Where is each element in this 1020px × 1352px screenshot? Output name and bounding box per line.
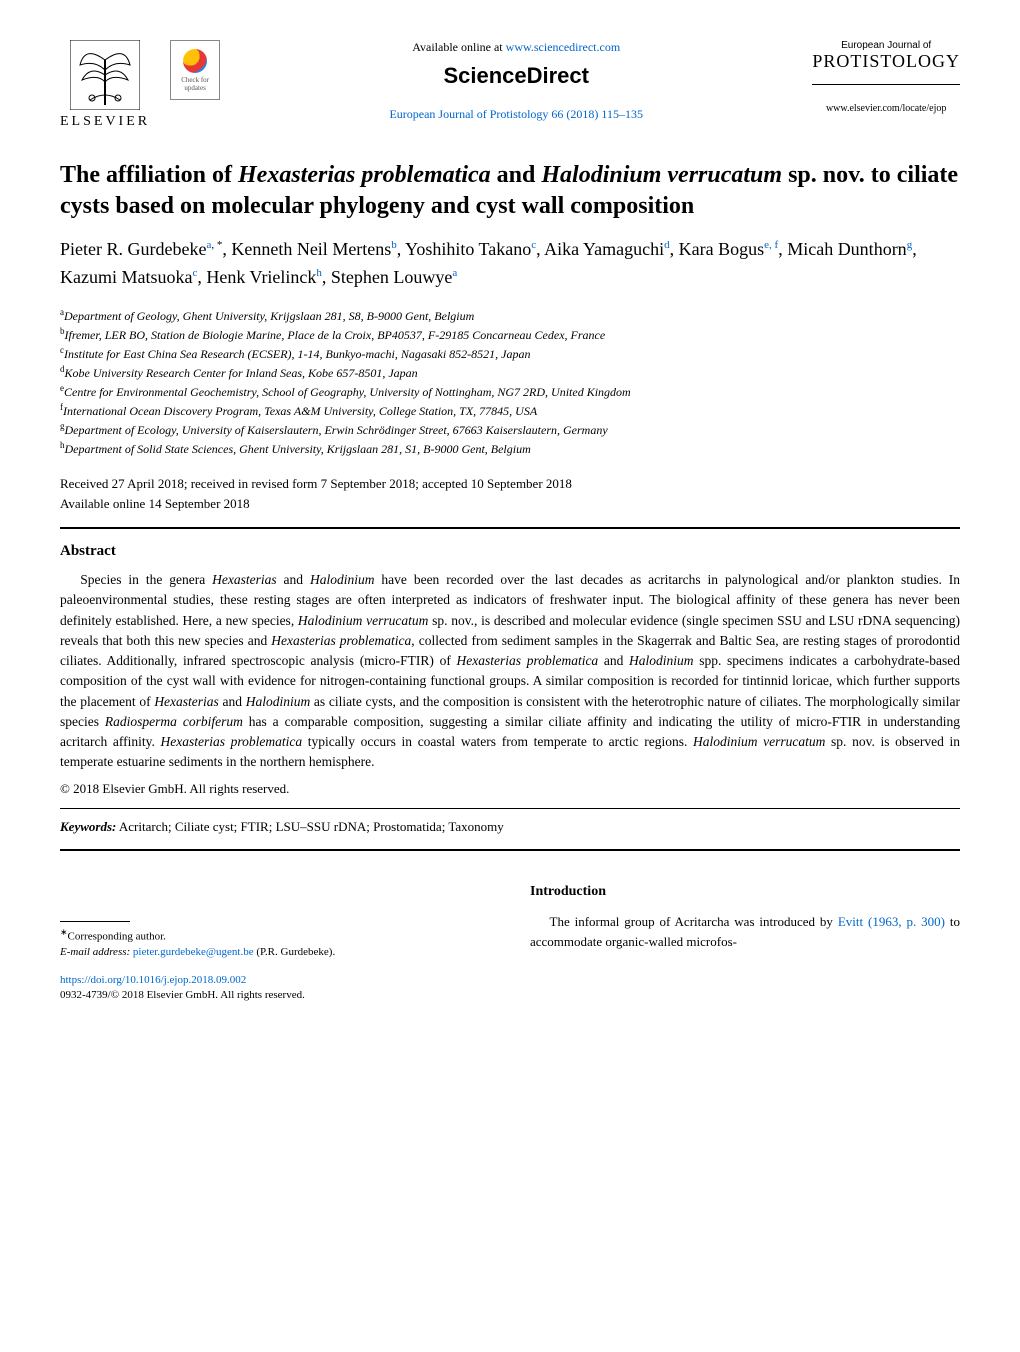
rule-above-abstract xyxy=(60,527,960,529)
affil-text: Institute for East China Sea Research (E… xyxy=(64,347,530,361)
affil-text: Department of Geology, Ghent University,… xyxy=(64,309,474,323)
affiliation: fInternational Ocean Discovery Program, … xyxy=(60,401,960,420)
affil-ref[interactable]: c xyxy=(531,239,536,251)
issn-copyright: 0932-4739/© 2018 Elsevier GmbH. All righ… xyxy=(60,989,305,1001)
journal-citation-link[interactable]: European Journal of Protistology 66 (201… xyxy=(389,107,643,121)
affil-text: Ifremer, LER BO, Station de Biologie Mar… xyxy=(65,328,606,342)
affil-text: Centre for Environmental Geochemistry, S… xyxy=(64,385,631,399)
rule-below-keywords xyxy=(60,849,960,851)
abstract-heading: Abstract xyxy=(60,543,960,560)
article-header: ELSEVIER Check for updates Available onl… xyxy=(60,40,960,130)
ejp-url[interactable]: www.elsevier.com/locate/ejop xyxy=(812,103,960,114)
affil-text: Kobe University Research Center for Inla… xyxy=(65,366,418,380)
affil-ref[interactable]: h xyxy=(316,267,322,279)
affil-text: Department of Ecology, University of Kai… xyxy=(65,423,608,437)
crossmark-icon xyxy=(183,49,207,73)
right-column: Introduction The informal group of Acrit… xyxy=(530,881,960,1003)
citation-link[interactable]: Evitt (1963, p. 300) xyxy=(838,914,945,929)
author-name: Yoshihito Takano xyxy=(405,239,531,259)
keywords-line: Keywords: Acritarch; Ciliate cyst; FTIR;… xyxy=(60,819,960,835)
journal-branding: European Journal of PROTISTOLOGY www.els… xyxy=(812,40,960,114)
abstract-copyright: © 2018 Elsevier GmbH. All rights reserve… xyxy=(60,779,960,799)
author-name: Micah Dunthorn xyxy=(787,239,906,259)
ejp-line2: PROTISTOLOGY xyxy=(812,51,960,72)
header-center: Available online at www.sciencedirect.co… xyxy=(240,40,792,122)
authors-line: Pieter R. Gurdebekea, *, Kenneth Neil Me… xyxy=(60,236,960,292)
doi-link[interactable]: https://doi.org/10.1016/j.ejop.2018.09.0… xyxy=(60,974,246,986)
sciencedirect-logo[interactable]: ScienceDirect xyxy=(240,63,792,89)
affiliation: aDepartment of Geology, Ghent University… xyxy=(60,306,960,325)
keywords-label: Keywords: xyxy=(60,819,116,834)
available-online-text: Available online at www.sciencedirect.co… xyxy=(240,40,792,55)
affiliation: eCentre for Environmental Geochemistry, … xyxy=(60,382,960,401)
keywords-value: Acritarch; Ciliate cyst; FTIR; LSU–SSU r… xyxy=(119,819,504,834)
author-name: Aika Yamaguchi xyxy=(544,239,664,259)
doi-block: https://doi.org/10.1016/j.ejop.2018.09.0… xyxy=(60,973,490,1004)
introduction-heading: Introduction xyxy=(530,881,960,902)
affil-ref[interactable]: b xyxy=(391,239,397,251)
star-icon: ∗ xyxy=(60,927,68,937)
affil-ref[interactable]: g xyxy=(907,239,913,251)
affil-ref[interactable]: c xyxy=(192,267,197,279)
corresponding-text: Corresponding author. xyxy=(68,931,166,943)
elsevier-tree-icon xyxy=(70,40,140,110)
affil-text: Department of Solid State Sciences, Ghen… xyxy=(65,442,531,456)
crossmark-badge[interactable]: Check for updates xyxy=(170,40,220,100)
received-line: Received 27 April 2018; received in revi… xyxy=(60,474,960,494)
footnote-rule xyxy=(60,921,130,922)
article-title: The affiliation of Hexasterias problemat… xyxy=(60,160,960,222)
ejp-line1: European Journal of xyxy=(812,40,960,51)
affil-ref[interactable]: , f xyxy=(769,239,778,251)
author-name: Kazumi Matsuoka xyxy=(60,267,192,287)
abstract-paragraph: Species in the genera Hexasterias and Ha… xyxy=(60,570,960,773)
corresponding-footnote: ∗Corresponding author. E-mail address: p… xyxy=(60,926,490,960)
affiliation: dKobe University Research Center for Inl… xyxy=(60,363,960,382)
affiliation: gDepartment of Ecology, University of Ka… xyxy=(60,420,960,439)
rule-above-keywords xyxy=(60,808,960,809)
email-label: E-mail address: xyxy=(60,946,130,958)
left-column: ∗Corresponding author. E-mail address: p… xyxy=(60,881,490,1003)
author-name: Stephen Louwye xyxy=(331,267,452,287)
online-line: Available online 14 September 2018 xyxy=(60,494,960,514)
history-dates: Received 27 April 2018; received in revi… xyxy=(60,474,960,513)
abstract-body: Species in the genera Hexasterias and Ha… xyxy=(60,570,960,798)
crossmark-label: Check for updates xyxy=(171,76,219,92)
elsevier-logo[interactable]: ELSEVIER xyxy=(60,40,150,130)
available-prefix: Available online at xyxy=(412,40,505,54)
elsevier-label: ELSEVIER xyxy=(60,114,150,130)
email-name: (P.R. Gurdebeke). xyxy=(256,946,335,958)
affiliations-block: aDepartment of Geology, Ghent University… xyxy=(60,306,960,458)
affil-text: International Ocean Discovery Program, T… xyxy=(63,404,537,418)
affil-ref[interactable]: d xyxy=(664,239,670,251)
corresponding-marker: , * xyxy=(211,239,222,251)
affil-ref[interactable]: a xyxy=(452,267,457,279)
affiliation: hDepartment of Solid State Sciences, Ghe… xyxy=(60,439,960,458)
introduction-paragraph: The informal group of Acritarcha was int… xyxy=(530,912,960,951)
affiliation: bIfremer, LER BO, Station de Biologie Ma… xyxy=(60,325,960,344)
affiliation: cInstitute for East China Sea Research (… xyxy=(60,344,960,363)
author-name: Kenneth Neil Mertens xyxy=(231,239,391,259)
author-name: Henk Vrielinck xyxy=(206,267,316,287)
author-name: Pieter R. Gurdebeke xyxy=(60,239,206,259)
lower-columns: ∗Corresponding author. E-mail address: p… xyxy=(60,881,960,1003)
corresponding-email[interactable]: pieter.gurdebeke@ugent.be xyxy=(133,946,254,958)
author-name: Kara Bogus xyxy=(679,239,764,259)
sciencedirect-url[interactable]: www.sciencedirect.com xyxy=(506,40,621,54)
